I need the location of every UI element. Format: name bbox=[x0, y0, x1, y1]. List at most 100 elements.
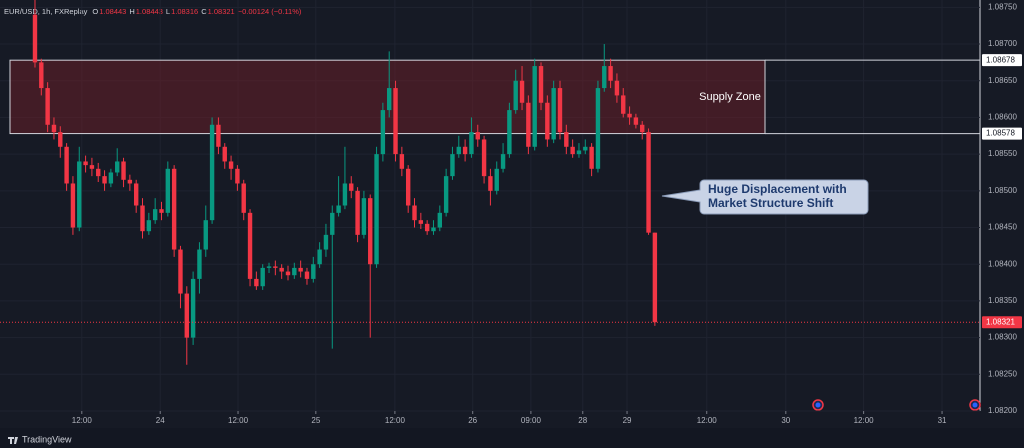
candle-body bbox=[330, 212, 335, 235]
candle-body bbox=[311, 264, 316, 279]
candle-body bbox=[450, 154, 455, 177]
candle-body bbox=[526, 102, 531, 147]
candle-body bbox=[380, 110, 386, 155]
header-text: C bbox=[201, 7, 207, 16]
y-tick-label: 1.08400 bbox=[988, 259, 1017, 268]
header-text: H bbox=[129, 7, 134, 16]
y-tick-label: 1.08200 bbox=[988, 406, 1017, 415]
candle-body bbox=[279, 267, 284, 272]
header-text: −0.00124 (−0.11%) bbox=[238, 7, 302, 16]
candle-body bbox=[178, 249, 183, 294]
x-tick-label: 29 bbox=[623, 416, 632, 425]
footer-bar bbox=[0, 428, 1024, 448]
candle-body bbox=[260, 267, 265, 287]
grid bbox=[0, 0, 980, 412]
candle-body bbox=[83, 161, 88, 166]
candle-body bbox=[456, 146, 461, 155]
candle-body bbox=[222, 146, 227, 162]
candle-body bbox=[235, 168, 240, 184]
header-text: O bbox=[92, 7, 98, 16]
candle-body bbox=[292, 267, 297, 276]
price-label-box bbox=[982, 54, 1022, 67]
callout-text: Market Structure Shift bbox=[708, 196, 833, 210]
candle-body bbox=[462, 146, 468, 155]
candle-body bbox=[146, 220, 152, 232]
candle-body bbox=[412, 205, 417, 221]
candle-body bbox=[431, 227, 436, 232]
candle-body bbox=[266, 266, 272, 268]
candle-body bbox=[488, 176, 493, 191]
brand-logo bbox=[8, 437, 18, 444]
candle-body bbox=[247, 212, 253, 279]
candle-body bbox=[323, 234, 329, 250]
candle-body bbox=[652, 232, 658, 323]
candle-body bbox=[494, 168, 499, 191]
candle-body bbox=[399, 154, 405, 169]
candle-body bbox=[368, 198, 373, 265]
candle-body bbox=[557, 88, 563, 133]
candle-body bbox=[228, 161, 234, 169]
candle-body bbox=[184, 293, 189, 338]
candle-body bbox=[614, 80, 620, 96]
candle-body bbox=[165, 168, 171, 213]
candle-body bbox=[418, 220, 424, 224]
candle-body bbox=[285, 271, 291, 276]
y-tick-label: 1.08650 bbox=[988, 76, 1017, 85]
candle-body bbox=[317, 249, 322, 265]
candle-body bbox=[209, 124, 215, 221]
y-tick-label: 1.08750 bbox=[988, 2, 1017, 11]
event-icon-dot bbox=[815, 402, 821, 408]
candle-body bbox=[89, 165, 95, 169]
candle-body bbox=[538, 66, 544, 103]
candle-body bbox=[45, 88, 50, 125]
candle-body bbox=[203, 220, 208, 250]
candle-body bbox=[583, 146, 588, 151]
candle-body bbox=[443, 176, 449, 213]
candle-body bbox=[564, 132, 569, 147]
candle-body bbox=[108, 172, 114, 184]
candle-body bbox=[32, 14, 38, 63]
candle-body bbox=[133, 183, 139, 206]
candle-body bbox=[304, 271, 310, 279]
candle-body bbox=[405, 168, 411, 206]
header-text: 1.08443 bbox=[99, 7, 126, 16]
candle-body bbox=[58, 132, 63, 147]
y-tick-label: 1.08300 bbox=[988, 333, 1017, 342]
candle-body bbox=[589, 146, 594, 169]
candle-body bbox=[241, 183, 246, 213]
x-tick-label: 12:00 bbox=[385, 416, 406, 425]
candle-body bbox=[102, 176, 107, 184]
header-text: 1.08321 bbox=[208, 7, 235, 16]
y-tick-label: 1.08700 bbox=[988, 39, 1017, 48]
candle-body bbox=[621, 95, 626, 114]
candle-body bbox=[627, 113, 632, 118]
current-price-label: 1.08321 bbox=[986, 317, 1015, 326]
candle-body bbox=[51, 124, 57, 133]
candle-body bbox=[152, 209, 158, 221]
candle-body bbox=[77, 161, 82, 228]
candle-body bbox=[39, 62, 44, 89]
candle-body bbox=[545, 102, 550, 140]
x-tick-label: 12:00 bbox=[72, 416, 93, 425]
candle-body bbox=[475, 132, 480, 140]
candle-body bbox=[481, 139, 487, 177]
candle-body bbox=[342, 183, 348, 206]
candle-body bbox=[197, 249, 202, 279]
candle-body bbox=[171, 168, 177, 250]
candle-body bbox=[273, 266, 278, 268]
x-tick-label: 09:00 bbox=[521, 416, 542, 425]
candle-body bbox=[70, 183, 76, 228]
candle-body bbox=[570, 146, 575, 155]
y-tick-label: 1.08250 bbox=[988, 369, 1017, 378]
candle-body bbox=[437, 212, 443, 228]
candle-body bbox=[387, 88, 392, 111]
x-tick-label: 24 bbox=[156, 416, 165, 425]
candle-body bbox=[374, 154, 379, 265]
candle-body bbox=[64, 146, 69, 184]
candle-body bbox=[500, 154, 506, 169]
candle-body bbox=[349, 183, 354, 191]
candle-body bbox=[646, 132, 651, 233]
y-tick-label: 1.08350 bbox=[988, 296, 1017, 305]
